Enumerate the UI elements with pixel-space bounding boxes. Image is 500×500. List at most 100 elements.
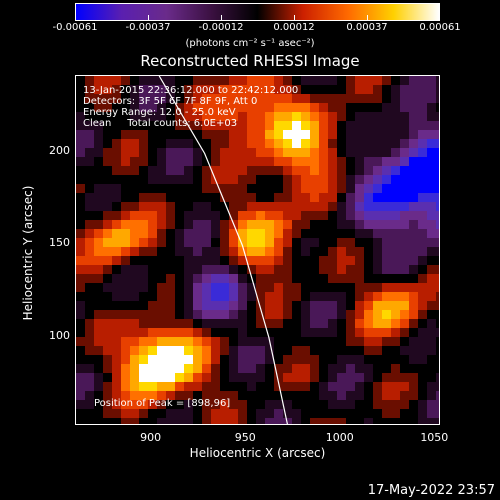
heatmap-cell — [346, 310, 355, 319]
heatmap-cell — [175, 391, 184, 400]
heatmap-cell — [76, 139, 85, 148]
heatmap-cell — [139, 400, 148, 409]
heatmap-cell — [337, 346, 346, 355]
heatmap-cell — [94, 400, 103, 409]
heatmap-cell — [103, 265, 112, 274]
heatmap-cell — [193, 130, 202, 139]
heatmap-cell — [292, 337, 301, 346]
heatmap-cell — [274, 238, 283, 247]
heatmap-cell — [247, 364, 256, 373]
heatmap-cell — [382, 418, 391, 424]
heatmap-cell — [436, 148, 439, 157]
heatmap-cell — [238, 382, 247, 391]
heatmap-cell — [310, 418, 319, 424]
heatmap-cell — [364, 274, 373, 283]
heatmap-cell — [265, 265, 274, 274]
heatmap-cell — [328, 355, 337, 364]
heatmap-cell — [94, 103, 103, 112]
heatmap-cell — [427, 211, 436, 220]
heatmap-cell — [400, 256, 409, 265]
heatmap-cell — [346, 121, 355, 130]
heatmap-cell — [337, 247, 346, 256]
heatmap-cell — [247, 103, 256, 112]
heatmap-cell — [148, 283, 157, 292]
heatmap-cell — [382, 157, 391, 166]
heatmap-cell — [85, 175, 94, 184]
heatmap-cell — [328, 328, 337, 337]
heatmap-cell — [310, 391, 319, 400]
heatmap-cell — [274, 148, 283, 157]
heatmap-cell — [436, 409, 439, 418]
heatmap-cell — [211, 157, 220, 166]
heatmap-cell — [391, 337, 400, 346]
heatmap-cell — [220, 247, 229, 256]
heatmap-cell — [310, 202, 319, 211]
heatmap-cell — [256, 166, 265, 175]
heatmap-cell — [436, 373, 439, 382]
heatmap-cell — [346, 148, 355, 157]
heatmap-cell — [373, 130, 382, 139]
heatmap-cell — [364, 247, 373, 256]
heatmap-cell — [310, 229, 319, 238]
heatmap-cell — [319, 94, 328, 103]
heatmap-cell — [85, 193, 94, 202]
heatmap-cell — [274, 229, 283, 238]
heatmap-cell — [364, 382, 373, 391]
heatmap-cell — [382, 103, 391, 112]
heatmap-cell — [400, 175, 409, 184]
heatmap-cell — [274, 292, 283, 301]
heatmap-cell — [265, 400, 274, 409]
heatmap-cell — [265, 148, 274, 157]
heatmap-cell — [247, 130, 256, 139]
heatmap-cell — [274, 220, 283, 229]
heatmap-cell — [256, 211, 265, 220]
heatmap-cell — [328, 265, 337, 274]
heatmap-cell — [373, 328, 382, 337]
heatmap-cell — [112, 175, 121, 184]
heatmap-cell — [130, 238, 139, 247]
heatmap-cell — [112, 148, 121, 157]
heatmap-cell — [436, 184, 439, 193]
heatmap-cell — [247, 220, 256, 229]
heatmap-cell — [301, 319, 310, 328]
heatmap-cell — [121, 274, 130, 283]
heatmap-cell — [112, 220, 121, 229]
heatmap-cell — [436, 391, 439, 400]
heatmap-cell — [409, 256, 418, 265]
heatmap-cell — [418, 409, 427, 418]
heatmap-cell — [121, 247, 130, 256]
x-tick-label: 1000 — [325, 431, 354, 444]
heatmap-cell — [346, 130, 355, 139]
heatmap-cell — [76, 337, 85, 346]
heatmap-cell — [319, 319, 328, 328]
heatmap-cell — [364, 94, 373, 103]
heatmap-cell — [76, 85, 85, 94]
heatmap-cell — [157, 157, 166, 166]
heatmap-cell — [121, 175, 130, 184]
heatmap-cell — [175, 139, 184, 148]
heatmap-cell — [148, 157, 157, 166]
heatmap-cell — [409, 94, 418, 103]
heatmap-cell — [391, 166, 400, 175]
heatmap-cell — [94, 373, 103, 382]
heatmap-cell — [85, 247, 94, 256]
heatmap-cell — [256, 139, 265, 148]
heatmap-cell — [283, 355, 292, 364]
heatmap-cell — [346, 247, 355, 256]
heatmap-cell — [103, 391, 112, 400]
heatmap-cell — [148, 346, 157, 355]
heatmap-cell — [175, 148, 184, 157]
heatmap-cell — [301, 130, 310, 139]
heatmap-cell — [211, 76, 220, 85]
heatmap-cell — [85, 346, 94, 355]
heatmap-cell — [202, 355, 211, 364]
heatmap-cell — [76, 328, 85, 337]
heatmap-cell — [418, 418, 427, 424]
heatmap-cell — [166, 184, 175, 193]
heatmap-cell — [400, 220, 409, 229]
heatmap-cell — [85, 391, 94, 400]
heatmap-cell — [85, 373, 94, 382]
heatmap-cell — [418, 148, 427, 157]
heatmap-cell — [400, 193, 409, 202]
heatmap-cell — [175, 220, 184, 229]
